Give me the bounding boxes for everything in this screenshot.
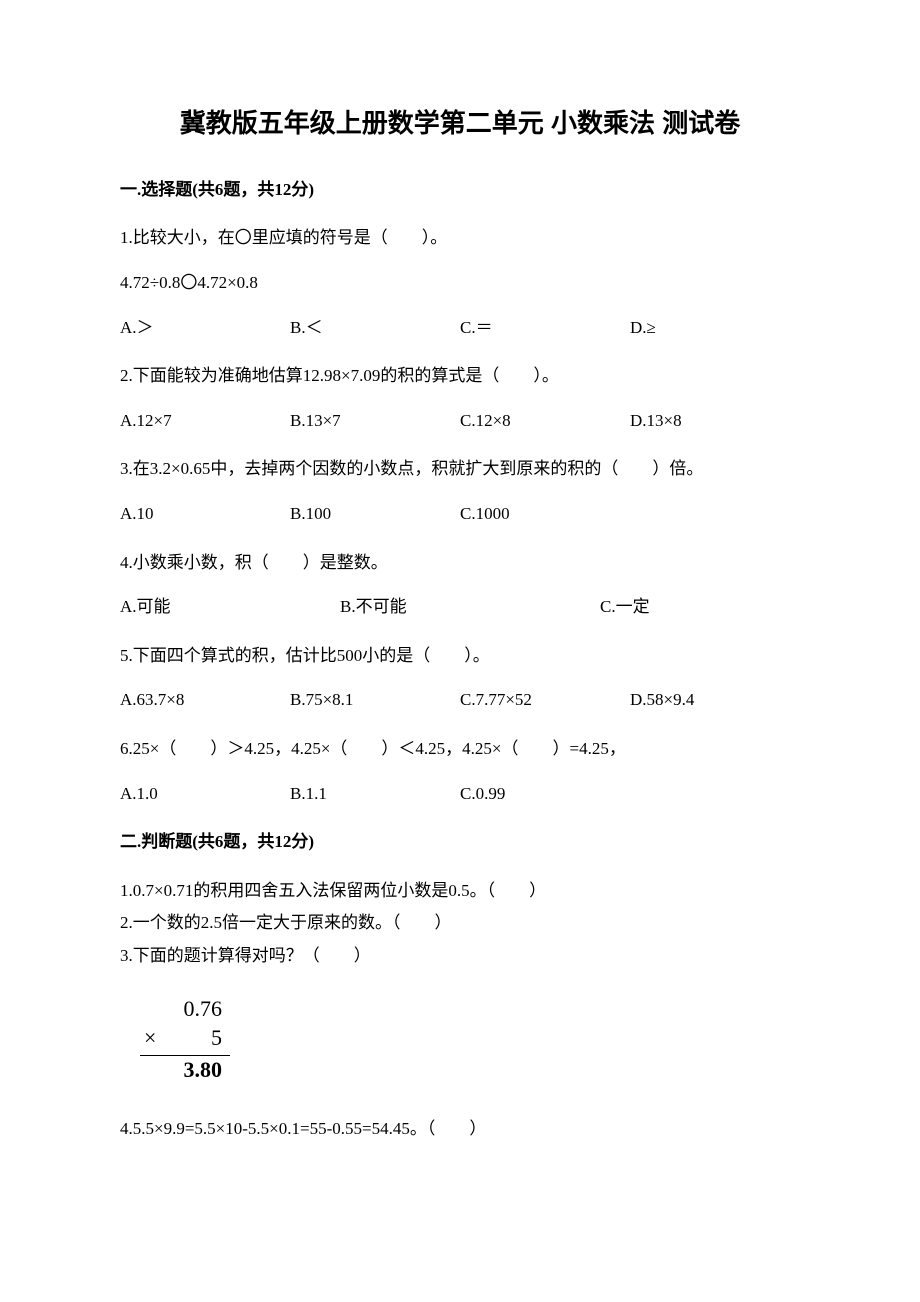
question-2-text: 2.下面能较为准确地估算12.98×7.09的积的算式是（ ）。 [120, 361, 800, 392]
question-4-text: 4.小数乘小数，积（ ）是整数。 [120, 548, 800, 579]
tf-question-2: 2.一个数的2.5倍一定大于原来的数。（ ） [120, 908, 800, 939]
option-c: C.一定 [600, 592, 800, 623]
option-a: A.可能 [120, 592, 340, 623]
tf-question-3: 3.下面的题计算得对吗？（ ） [120, 941, 800, 972]
page-title: 冀教版五年级上册数学第二单元 小数乘法 测试卷 [120, 100, 800, 147]
option-b: B.1.1 [290, 779, 460, 810]
option-blank [630, 499, 800, 530]
question-1: 1.比较大小，在〇里应填的符号是（ ）。 4.72÷0.8〇4.72×0.8 A… [120, 223, 800, 343]
calc-operand-1: 0.76 [140, 995, 230, 1024]
option-d: D.≥ [630, 313, 800, 344]
option-a: A.＞ [120, 313, 290, 344]
option-a: A.63.7×8 [120, 685, 290, 716]
option-b: B.不可能 [340, 592, 600, 623]
question-1-text: 1.比较大小，在〇里应填的符号是（ ）。 [120, 223, 800, 254]
question-5-options: A.63.7×8 B.75×8.1 C.7.77×52 D.58×9.4 [120, 685, 800, 716]
calc-result: 3.80 [140, 1056, 230, 1085]
option-blank [630, 779, 800, 810]
question-1-sub: 4.72÷0.8〇4.72×0.8 [120, 268, 800, 299]
question-4: 4.小数乘小数，积（ ）是整数。 A.可能 B.不可能 C.一定 [120, 548, 800, 623]
section-1-header: 一.选择题(共6题，共12分) [120, 175, 800, 206]
multiply-symbol: × [140, 1024, 156, 1053]
option-a: A.1.0 [120, 779, 290, 810]
option-c: C.12×8 [460, 406, 630, 437]
option-c: C.＝ [460, 313, 630, 344]
calc-operand-2-row: × 5 [140, 1024, 230, 1056]
question-2: 2.下面能较为准确地估算12.98×7.09的积的算式是（ ）。 A.12×7 … [120, 361, 800, 436]
option-d: D.58×9.4 [630, 685, 800, 716]
option-a: A.10 [120, 499, 290, 530]
option-d: D.13×8 [630, 406, 800, 437]
option-c: C.1000 [460, 499, 630, 530]
option-b: B.100 [290, 499, 460, 530]
question-5-text: 5.下面四个算式的积，估计比500小的是（ ）。 [120, 641, 800, 672]
option-b: B.13×7 [290, 406, 460, 437]
question-5: 5.下面四个算式的积，估计比500小的是（ ）。 A.63.7×8 B.75×8… [120, 641, 800, 716]
question-1-options: A.＞ B.＜ C.＝ D.≥ [120, 313, 800, 344]
option-a: A.12×7 [120, 406, 290, 437]
tf-question-4: 4.5.5×9.9=5.5×10-5.5×0.1=55-0.55=54.45。（… [120, 1114, 800, 1145]
question-3-options: A.10 B.100 C.1000 [120, 499, 800, 530]
option-b: B.＜ [290, 313, 460, 344]
question-3-text: 3.在3.2×0.65中，去掉两个因数的小数点，积就扩大到原来的积的（ ）倍。 [120, 454, 800, 485]
question-2-options: A.12×7 B.13×7 C.12×8 D.13×8 [120, 406, 800, 437]
question-6: 6.25×（ ）＞4.25，4.25×（ ）＜4.25，4.25×（ ）=4.2… [120, 734, 800, 809]
option-c: C.7.77×52 [460, 685, 630, 716]
section-2-header: 二.判断题(共6题，共12分) [120, 827, 800, 858]
question-3: 3.在3.2×0.65中，去掉两个因数的小数点，积就扩大到原来的积的（ ）倍。 … [120, 454, 800, 529]
vertical-calculation: 0.76 × 5 3.80 [140, 995, 230, 1084]
option-c: C.0.99 [460, 779, 630, 810]
calc-operand-2: 5 [211, 1025, 222, 1050]
question-6-options: A.1.0 B.1.1 C.0.99 [120, 779, 800, 810]
tf-question-1: 1.0.7×0.71的积用四舍五入法保留两位小数是0.5。（ ） [120, 876, 800, 907]
option-b: B.75×8.1 [290, 685, 460, 716]
question-4-options: A.可能 B.不可能 C.一定 [120, 592, 800, 623]
question-6-text: 6.25×（ ）＞4.25，4.25×（ ）＜4.25，4.25×（ ）=4.2… [120, 734, 800, 765]
